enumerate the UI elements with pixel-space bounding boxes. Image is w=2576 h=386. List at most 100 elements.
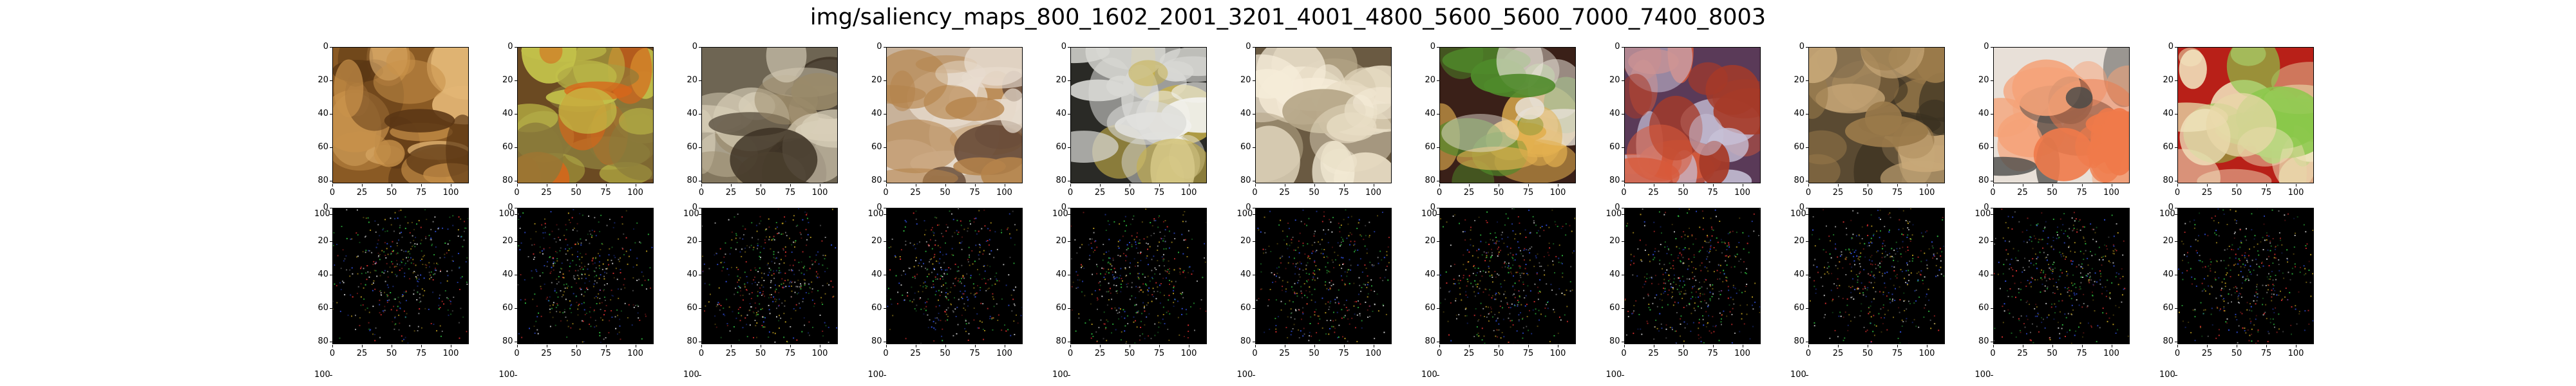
x-tick-label: 0 [692,184,711,198]
saliency-map [2177,208,2314,344]
y-tick-label: 0 [868,203,886,212]
y-tick-label: 0 [499,42,517,51]
y-tick-label: 20 [1606,76,1624,85]
y-tick-label: 40 [1975,270,1993,279]
x-tick-label: 75 [596,184,616,198]
x-tick-label: 75 [781,184,800,198]
y-tick-label: 20 [2159,237,2177,246]
x-tick-label: 100 [1179,184,1198,198]
x-tick-label: 0 [876,345,896,358]
y-tick-label: 0 [1790,203,1808,212]
y-tick-label: 40 [683,270,701,279]
x-tick-label: 75 [1703,345,1723,358]
y-tick-label: 100 [1236,209,1255,219]
x-tick-label: 50 [382,345,401,358]
x-tick-label: 100 [2286,184,2306,198]
y-tick-label: 100 [1421,370,1439,380]
y-tick-label: 100 [867,370,886,380]
x-tick-label: 25 [906,184,925,198]
saliency-panel: 0 20 40 60 80 100 0 25 50 75 100 [1975,203,2130,380]
x-tick-label: 100 [626,345,645,358]
y-tick-label: 100 [1236,370,1255,380]
y-tick-label: 60 [1975,304,1993,313]
y-tick-label: 60 [1421,143,1439,152]
x-tick-label: 75 [412,184,431,198]
figure-title: img/saliency_maps_800_1602_2001_3201_400… [810,5,1766,30]
x-tick-label: 25 [2197,184,2217,198]
y-tick-label: 100 [683,209,701,219]
x-tick-label: 100 [2286,345,2306,358]
x-tick-label: 100 [1917,345,1937,358]
image-panel: 0 20 40 60 80 100 0 25 50 75 100 [1237,42,1392,219]
y-tick-label: 100 [1790,209,1808,219]
x-tick-label: 25 [1459,345,1479,358]
y-tick-label: 80 [1606,337,1624,346]
image-panel: 0 20 40 60 80 100 0 25 50 75 100 [314,42,469,219]
x-tick-label: 75 [1888,184,1907,198]
y-tick-label: 0 [868,42,886,51]
saliency-map [1808,208,1945,344]
y-tick-label: 40 [1790,270,1808,279]
y-tick-label: 80 [1606,176,1624,185]
x-tick-label: 50 [2227,345,2246,358]
image-panel: 0 20 40 60 80 100 0 25 50 75 100 [499,42,654,219]
x-tick-label: 100 [1364,184,1383,198]
y-tick-label: 0 [2159,203,2177,212]
steak-broccoli-plate-photo [1439,47,1576,183]
y-tick-label: 0 [683,203,701,212]
y-tick-label: 20 [499,237,517,246]
saliency-map [516,208,654,344]
y-tick-label: 40 [2159,109,2177,118]
x-tick-label: 75 [1888,345,1907,358]
x-tick-label: 0 [2168,345,2187,358]
y-tick-label: 60 [1790,143,1808,152]
dessert-platter-photo [701,47,838,183]
x-tick-label: 0 [1245,345,1265,358]
y-tick-label: 20 [314,237,332,246]
y-tick-label: 20 [1975,76,1993,85]
saliency-panel: 0 20 40 60 80 100 0 25 50 75 100 [1237,203,1392,380]
x-tick-label: 50 [1674,345,1693,358]
y-tick-label: 20 [314,76,332,85]
x-tick-label: 0 [1984,345,2003,358]
x-tick-label: 50 [1858,345,1877,358]
y-tick-label: 100 [2159,370,2177,380]
x-tick-label: 0 [1615,184,1634,198]
y-tick-label: 80 [1975,176,1993,185]
y-tick-label: 0 [1975,203,1993,212]
y-tick-label: 80 [1421,176,1439,185]
x-tick-label: 25 [2013,184,2032,198]
x-tick-label: 100 [441,345,460,358]
y-tick-label: 100 [1052,370,1070,380]
fruit-basket-photo [516,47,654,183]
y-tick-label: 40 [683,109,701,118]
x-tick-label: 25 [1275,345,1294,358]
x-tick-label: 50 [1489,345,1508,358]
y-tick-label: 100 [2159,209,2177,219]
y-tick-label: 40 [314,109,332,118]
saliency-map [1070,208,1207,344]
y-tick-label: 0 [683,42,701,51]
x-tick-label: 50 [751,184,770,198]
y-tick-label: 0 [1975,42,1993,51]
x-tick-label: 0 [507,184,527,198]
x-tick-label: 25 [1828,184,1848,198]
x-tick-label: 75 [2072,345,2092,358]
y-tick-label: 60 [1237,143,1255,152]
y-tick-label: 100 [683,370,701,380]
x-tick-label: 100 [810,184,829,198]
y-tick-label: 40 [1421,109,1439,118]
y-tick-label: 100 [1975,209,1993,219]
y-tick-label: 80 [314,337,332,346]
y-tick-label: 60 [1237,304,1255,313]
y-tick-label: 100 [1790,370,1808,380]
image-panel: 0 20 40 60 80 100 0 25 50 75 100 [1052,42,1207,219]
y-tick-label: 0 [1237,42,1255,51]
x-tick-label: 25 [1828,345,1848,358]
y-tick-label: 80 [499,176,517,185]
y-tick-label: 20 [868,76,886,85]
x-tick-label: 100 [1548,184,1567,198]
saliency-map [332,208,469,344]
y-tick-label: 0 [1421,203,1439,212]
y-tick-label: 40 [499,109,517,118]
